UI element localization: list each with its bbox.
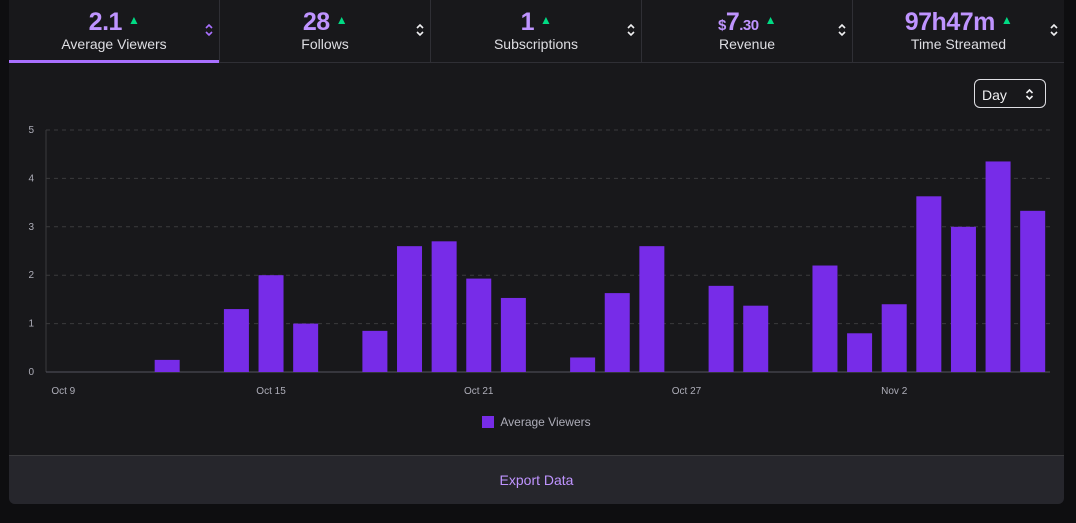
chevron-updown-icon (1025, 88, 1034, 106)
stat-value-cents: .30 (739, 17, 759, 34)
bar[interactable] (500, 297, 526, 372)
stat-label: Time Streamed (910, 36, 1007, 52)
stat-label: Average Viewers (61, 36, 167, 52)
bar[interactable] (293, 323, 319, 372)
stat-average-viewers[interactable]: 2.1 ▲ Average Viewers (9, 0, 220, 63)
stats-bar: 2.1 ▲ Average Viewers 28 ▲ Follows 1 ▲ Subs… (9, 0, 1064, 63)
sort-icon[interactable] (1050, 23, 1058, 37)
chart-legend: Average Viewers (9, 415, 1064, 429)
stat-label: Revenue (718, 36, 776, 52)
legend-swatch (482, 416, 495, 428)
x-tick-label: Oct 27 (672, 386, 702, 397)
x-tick-label: Nov 2 (881, 386, 908, 397)
y-tick-label: 5 (28, 125, 34, 136)
sort-icon[interactable] (416, 23, 424, 37)
bar[interactable] (570, 357, 596, 372)
caret-up-icon: ▲ (1000, 13, 1013, 27)
bar[interactable] (154, 359, 180, 372)
sort-icon[interactable] (205, 23, 213, 37)
bar[interactable] (466, 278, 492, 372)
bar[interactable] (604, 293, 630, 372)
bar[interactable] (639, 246, 665, 372)
y-tick-label: 2 (28, 270, 34, 281)
y-tick-label: 1 (28, 319, 34, 330)
bar[interactable] (950, 226, 976, 372)
stat-value-wrap: 28 ▲ (220, 6, 430, 36)
period-select[interactable]: Day (974, 79, 1046, 108)
period-select-value: Day (982, 87, 1007, 103)
export-data-button[interactable]: Export Data (9, 455, 1064, 504)
stat-value-wrap: 2.1 ▲ (9, 6, 219, 36)
caret-up-icon: ▲ (127, 13, 140, 27)
stat-value: 97h47m (904, 8, 996, 36)
bar[interactable] (812, 265, 838, 372)
stat-label: Subscriptions (493, 36, 579, 52)
x-tick-label: Oct 9 (51, 386, 75, 397)
bar[interactable] (362, 330, 388, 372)
bar[interactable] (223, 309, 249, 372)
y-tick-label: 4 (28, 173, 34, 184)
stat-value: 1 (520, 8, 535, 36)
y-tick-label: 0 (28, 367, 34, 378)
caret-up-icon: ▲ (540, 13, 552, 27)
bar[interactable] (397, 246, 423, 372)
bar[interactable] (881, 304, 907, 372)
stat-value-wrap: $7.30 ▲ (642, 6, 852, 40)
bar[interactable] (847, 333, 873, 372)
sort-icon[interactable] (838, 23, 846, 37)
stat-value-wrap: 1 ▲ (431, 6, 641, 36)
bar[interactable] (258, 275, 284, 372)
bar[interactable] (743, 305, 769, 372)
analytics-panel: 2.1 ▲ Average Viewers 28 ▲ Follows 1 ▲ Subs… (9, 0, 1064, 504)
stat-value: 28 (302, 8, 330, 36)
y-tick-label: 3 (28, 222, 34, 233)
stat-follows[interactable]: 28 ▲ Follows (220, 0, 431, 62)
stat-value-wrap: 97h47m ▲ (853, 6, 1064, 36)
stat-value: 7 (725, 8, 740, 36)
bar[interactable] (916, 196, 942, 372)
caret-up-icon: ▲ (335, 13, 348, 27)
caret-up-icon: ▲ (764, 13, 777, 27)
x-tick-label: Oct 21 (464, 386, 494, 397)
export-data-label: Export Data (499, 472, 574, 488)
currency-symbol: $ (718, 17, 726, 34)
stat-value: 2.1 (88, 8, 123, 36)
stat-subscriptions[interactable]: 1 ▲ Subscriptions (431, 0, 642, 62)
stat-time-streamed[interactable]: 97h47m ▲ Time Streamed (853, 0, 1064, 62)
average-viewers-bar-chart: 0 1 2 3 4 5 Oct 9 Oct 15 Oct 21 Oct 27 Nov 2 (28, 125, 1050, 397)
legend-label: Average Viewers (500, 415, 591, 429)
bar[interactable] (1020, 210, 1046, 372)
stat-label: Follows (301, 36, 349, 52)
bar[interactable] (708, 285, 734, 372)
stat-revenue[interactable]: $7.30 ▲ Revenue (642, 0, 853, 62)
bar[interactable] (985, 161, 1011, 372)
x-tick-label: Oct 15 (256, 386, 286, 397)
sort-icon[interactable] (627, 23, 635, 37)
bar[interactable] (431, 241, 457, 372)
